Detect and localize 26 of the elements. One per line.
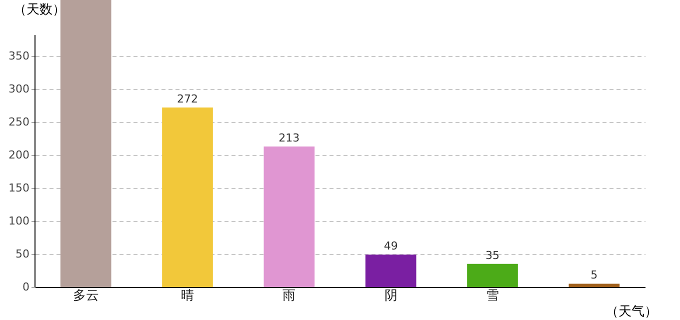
data-label: 272 (177, 92, 198, 106)
y-tick-label: 0 (22, 280, 30, 294)
bar (467, 264, 518, 287)
x-axis-title: （天气） (606, 304, 658, 320)
y-tick-label: 50 (16, 248, 30, 261)
x-tick-label: 阴 (384, 288, 398, 304)
data-label: 213 (278, 131, 300, 144)
data-label: 49 (384, 240, 398, 253)
y-tick-label: 200 (8, 148, 30, 162)
y-axis-title: （天数） (14, 2, 66, 18)
y-tick-label: 350 (8, 50, 30, 63)
y-tick-label: 300 (8, 82, 30, 96)
bar (365, 254, 416, 287)
y-tick-label: 100 (8, 214, 30, 228)
x-tick-label: 雨 (282, 288, 296, 304)
data-label: 35 (486, 248, 500, 262)
bar (264, 146, 315, 287)
data-label: 5 (590, 268, 598, 282)
bar (60, 0, 112, 287)
bar (568, 284, 620, 287)
x-tick-label: 晴 (181, 288, 194, 304)
x-tick-label: 多云 (72, 288, 99, 304)
y-tick-label: 250 (8, 116, 30, 129)
bar (162, 108, 213, 287)
y-tick-label: 150 (8, 182, 30, 195)
x-tick-label: 雪 (486, 288, 499, 304)
